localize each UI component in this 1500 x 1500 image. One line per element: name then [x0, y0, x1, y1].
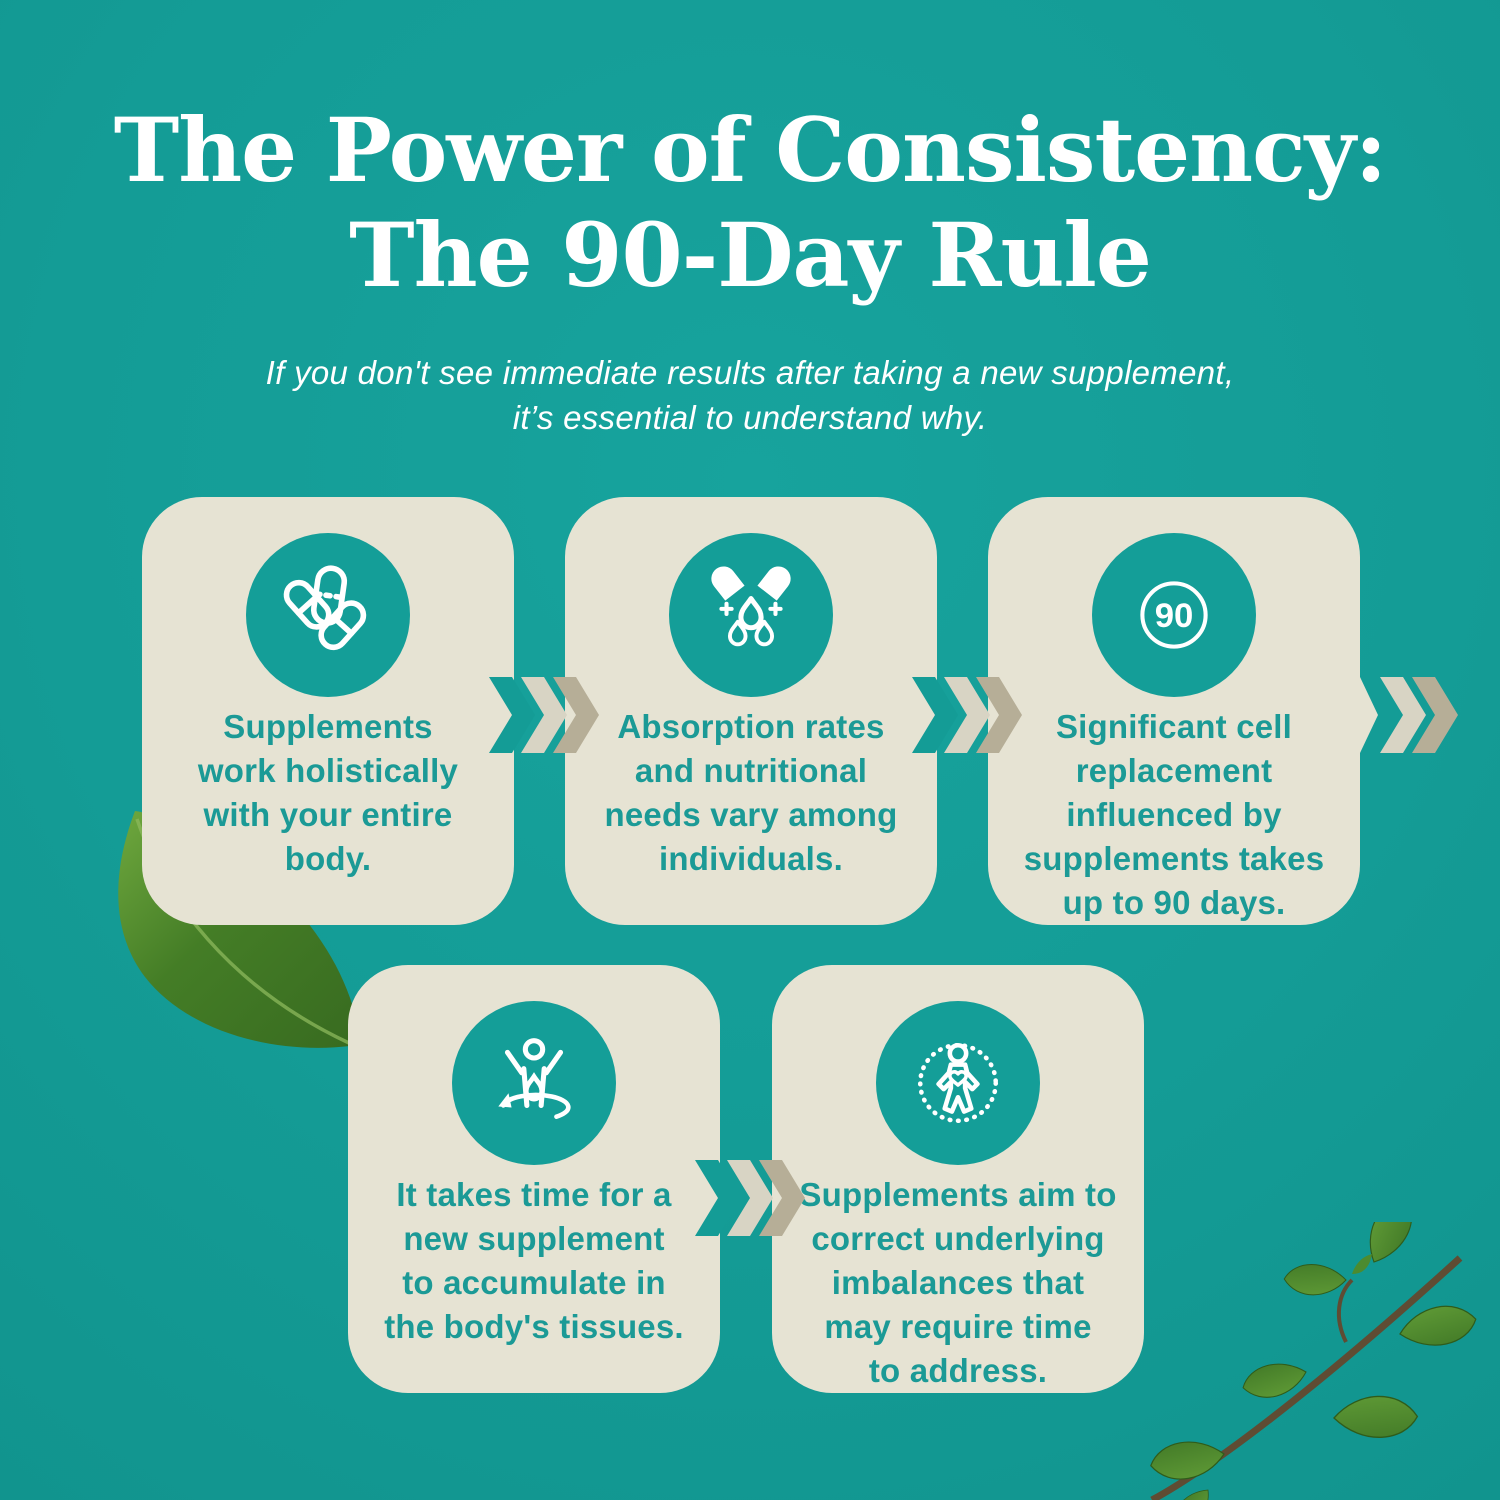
- step-card-text: Absorption rates and nutritional needs v…: [604, 708, 898, 877]
- leafy-branch-image: [1148, 1222, 1478, 1500]
- step-card-text: It takes time for a new supplement to ac…: [384, 1176, 684, 1345]
- badge-number: 90: [1155, 597, 1194, 635]
- page-title: The Power of Consistency: The 90-Day Rul…: [113, 98, 1388, 307]
- step-card-supplements-holistic: Supplements work holistically with your …: [142, 497, 514, 925]
- double-chevron-arrow-icon: [912, 677, 1022, 753]
- step-card-imbalances: Supplements aim to correct underlying im…: [772, 965, 1144, 1393]
- step-card-cell-replacement: 90 Significant cell replacement influenc…: [988, 497, 1360, 925]
- pills-icon: [283, 565, 367, 651]
- step-card-absorption-rates: Absorption rates and nutritional needs v…: [565, 497, 937, 925]
- icon-circle: [452, 1001, 616, 1165]
- icon-circle: [876, 1001, 1040, 1165]
- capsule-drops-icon: [711, 566, 791, 647]
- 90-days-badge-icon: 90: [1140, 581, 1208, 649]
- step-card-accumulation: It takes time for a new supplement to ac…: [348, 965, 720, 1393]
- double-chevron-arrow-icon: [1360, 677, 1458, 753]
- icon-circle: 90: [1092, 533, 1256, 697]
- page-subtitle: If you don't see immediate results after…: [265, 354, 1235, 436]
- double-chevron-arrow-icon: [695, 1160, 805, 1236]
- step-card-text: Significant cell replacement influenced …: [1023, 708, 1325, 921]
- double-chevron-arrow-icon: [489, 677, 599, 753]
- icon-circle: [246, 533, 410, 697]
- body-balance-icon: [917, 1042, 999, 1124]
- body-accumulation-icon: [498, 1038, 571, 1119]
- step-card-text: Supplements work holistically with your …: [197, 708, 459, 877]
- icon-circle: [669, 533, 833, 697]
- step-card-text: Supplements aim to correct underlying im…: [799, 1176, 1117, 1389]
